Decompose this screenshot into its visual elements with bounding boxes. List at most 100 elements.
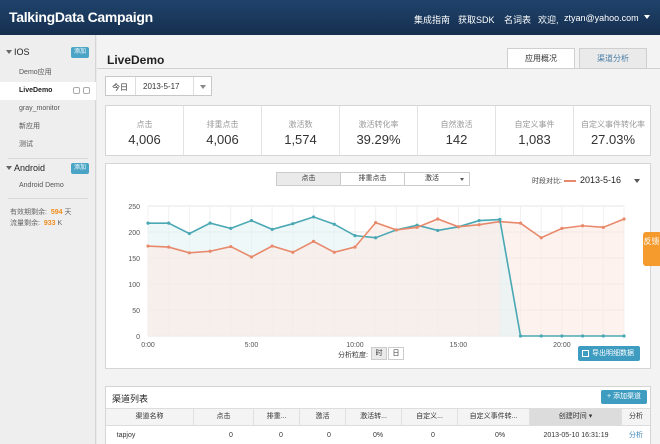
add-app-button[interactable]: 添加	[71, 163, 89, 174]
cell-channel-name: tapjoy	[116, 432, 136, 439]
stat-value: 39.29%	[356, 132, 401, 147]
data-point	[477, 218, 481, 223]
col-activation[interactable]: 激活	[300, 409, 346, 425]
nav-glossary[interactable]: 名词表	[504, 15, 532, 25]
data-point	[394, 228, 398, 232]
stat-value: 1,083	[518, 132, 551, 147]
stat-label: 点击	[136, 120, 153, 129]
col-custom-event[interactable]: 自定义...	[402, 409, 458, 425]
sidebar-item-livedemo[interactable]: LiveDemo	[0, 82, 96, 100]
quota-traffic: 流量剩余: 933 K	[10, 220, 63, 227]
stat-label: 自定义事件	[514, 120, 555, 129]
stats-summary: 点击 4,006 排重点击 4,006 激活数 1,574 激活转化率 39.29% 自然激活 1…	[105, 105, 651, 156]
col-channel-name[interactable]: 渠道名称	[106, 409, 194, 425]
sidebar-item-label: LiveDemo	[19, 87, 53, 94]
col-clicks[interactable]: 点击	[194, 409, 254, 425]
top-bar: TalkingData Campaign 集成指南 获取SDK 名词表 欢迎, …	[0, 0, 660, 35]
date-range-label[interactable]: 今日	[112, 83, 128, 92]
data-point	[415, 225, 419, 229]
sidebar-item-android-demo[interactable]: Android Demo	[19, 182, 64, 189]
metric-dedup-clicks-button[interactable]: 排重点击	[341, 173, 405, 185]
chevron-down-icon[interactable]	[200, 85, 206, 89]
x-tick-label: 15:00	[450, 342, 468, 349]
data-point	[374, 221, 378, 225]
cell-activation: 0	[327, 432, 331, 439]
channel-list-title: 渠道列表	[112, 394, 149, 404]
granularity-day-button[interactable]: 日	[388, 347, 404, 360]
delete-icon[interactable]	[83, 87, 90, 94]
stat-card: 自定义事件 1,083	[496, 106, 574, 155]
sidebar-item-gray-monitor[interactable]: gray_monitor	[19, 105, 60, 112]
app-logo[interactable]: TalkingData Campaign	[9, 9, 153, 25]
compare-date-select[interactable]: 2013-5-16	[580, 175, 622, 185]
col-dedup[interactable]: 排重...	[254, 409, 300, 425]
welcome-text: 欢迎,	[538, 15, 559, 25]
analyze-link[interactable]: 分析	[629, 432, 643, 439]
date-picker[interactable]: 今日 2013-5-17	[105, 76, 212, 96]
metric-clicks-button[interactable]: 点击	[277, 173, 341, 185]
sidebar-item-test[interactable]: 测试	[19, 141, 33, 148]
sidebar-item-demo[interactable]: Demo应用	[19, 69, 52, 76]
y-tick-label: 200	[128, 230, 140, 237]
data-point	[601, 225, 605, 229]
data-point	[208, 221, 212, 225]
sidebar-item-new-app[interactable]: 新应用	[19, 123, 40, 130]
quota-days: 有效期剩余: 594 天	[10, 209, 72, 216]
y-tick-label: 100	[128, 282, 140, 289]
metric-selector: 点击 排重点击 激活	[276, 172, 470, 186]
stat-card: 自定义事件转化率 27.03%	[574, 106, 652, 155]
channel-list: 渠道列表 + 添加渠道 渠道名称 点击 排重... 激活 激活转... 自定义.…	[105, 386, 651, 444]
feedback-tab[interactable]: 反馈	[643, 232, 660, 266]
add-channel-button[interactable]: + 添加渠道	[601, 390, 647, 404]
data-point	[187, 231, 191, 236]
x-tick-label: 10:00	[346, 342, 364, 349]
stat-value: 4,006	[128, 132, 161, 147]
collapse-icon[interactable]	[6, 166, 12, 170]
data-point	[353, 245, 357, 249]
data-point	[498, 217, 502, 222]
add-app-button[interactable]: 添加	[71, 47, 89, 58]
group-label: Android	[14, 163, 46, 173]
cell-clicks: 0	[229, 432, 233, 439]
settings-icon[interactable]	[73, 87, 80, 94]
stat-value: 27.03%	[590, 132, 636, 147]
user-email[interactable]: ztyan@yahoo.com	[564, 13, 639, 23]
page-title: LiveDemo	[107, 53, 165, 67]
stat-value: 142	[445, 132, 468, 147]
tab-channel-analysis[interactable]: 渠道分析	[579, 48, 647, 69]
chevron-down-icon[interactable]	[644, 15, 650, 19]
data-point	[601, 334, 605, 338]
data-point	[518, 221, 523, 225]
data-point	[187, 251, 191, 255]
nav-get-sdk[interactable]: 获取SDK	[458, 15, 495, 25]
data-point	[229, 226, 233, 230]
tab-app-overview[interactable]: 应用概况	[507, 48, 575, 69]
date-value[interactable]: 2013-5-17	[143, 82, 180, 91]
data-point	[456, 225, 461, 229]
sidebar-group-android[interactable]: Android 添加	[0, 159, 96, 179]
stat-card: 自然激活 142	[418, 106, 496, 155]
col-activation-rate[interactable]: 激活转...	[346, 409, 402, 425]
col-created-time[interactable]: 创建时间 ▾	[530, 409, 622, 425]
granularity-hour-button[interactable]: 时	[371, 347, 387, 360]
y-tick-label: 0	[136, 334, 140, 341]
x-tick-label: 5:00	[245, 342, 259, 349]
series-line	[148, 216, 500, 239]
data-point	[436, 228, 440, 233]
stat-card: 排重点击 4,006	[184, 106, 262, 155]
data-point	[311, 239, 316, 243]
data-point	[146, 221, 150, 225]
table-header: 渠道名称 点击 排重... 激活 激活转... 自定义... 自定义事件转...…	[106, 408, 650, 426]
data-point	[622, 217, 626, 221]
col-custom-event-rate[interactable]: 自定义事件转...	[458, 409, 530, 425]
export-data-button[interactable]: 导出明细数据	[578, 346, 640, 361]
chevron-down-icon[interactable]	[460, 178, 464, 181]
data-point	[291, 222, 295, 226]
collapse-icon[interactable]	[6, 50, 12, 54]
data-point	[539, 236, 543, 240]
chevron-down-icon[interactable]	[634, 179, 640, 183]
metric-activation-select[interactable]: 激活	[425, 175, 439, 182]
nav-integration-guide[interactable]: 集成指南	[414, 15, 451, 25]
x-tick-label: 20:00	[553, 342, 571, 349]
sidebar-group-ios[interactable]: IOS 添加	[0, 43, 96, 63]
